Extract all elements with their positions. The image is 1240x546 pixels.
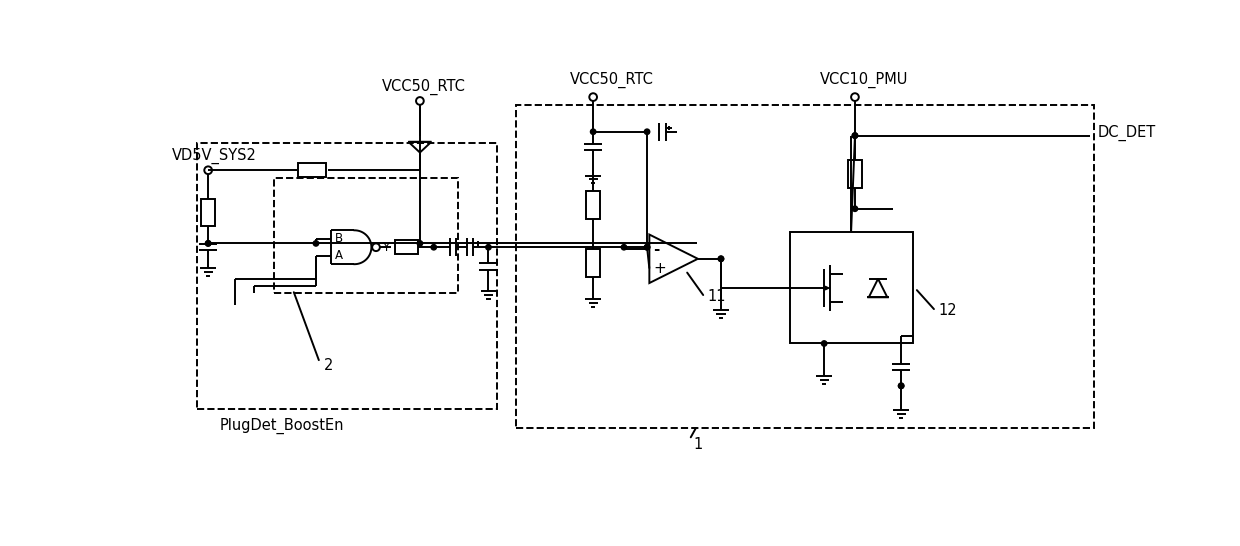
Text: 1: 1 — [693, 437, 703, 452]
Bar — [396, 240, 418, 254]
Text: B: B — [335, 232, 342, 245]
Text: +: + — [653, 261, 666, 276]
Text: 2: 2 — [324, 358, 334, 373]
Bar — [587, 249, 600, 276]
Circle shape — [899, 383, 904, 389]
Text: DC_DET: DC_DET — [1097, 125, 1156, 141]
Circle shape — [852, 133, 858, 138]
Bar — [197, 143, 497, 409]
Circle shape — [821, 341, 827, 346]
Text: VCC50_RTC: VCC50_RTC — [382, 79, 465, 95]
Circle shape — [899, 383, 904, 389]
Circle shape — [206, 241, 211, 246]
Circle shape — [590, 129, 596, 134]
Circle shape — [718, 256, 724, 262]
Text: 11: 11 — [707, 289, 725, 304]
Circle shape — [432, 245, 436, 250]
Text: VCC10_PMU: VCC10_PMU — [821, 72, 909, 88]
Circle shape — [645, 245, 650, 250]
Bar — [848, 160, 862, 188]
Text: 12: 12 — [939, 303, 957, 318]
Text: Y: Y — [382, 241, 389, 254]
Text: A: A — [335, 249, 342, 262]
Circle shape — [314, 241, 319, 246]
Circle shape — [417, 241, 423, 246]
Circle shape — [621, 245, 626, 250]
Bar — [299, 163, 326, 177]
Bar — [516, 105, 1094, 428]
Bar — [274, 178, 459, 293]
Text: VCC50_RTC: VCC50_RTC — [570, 72, 653, 88]
Bar — [587, 191, 600, 219]
Circle shape — [486, 245, 491, 250]
Circle shape — [645, 129, 650, 134]
Bar — [201, 199, 215, 227]
Circle shape — [852, 133, 858, 138]
Circle shape — [645, 245, 650, 250]
Circle shape — [718, 256, 724, 262]
Bar — [790, 232, 913, 343]
Circle shape — [206, 241, 211, 246]
Circle shape — [852, 206, 858, 211]
Text: PlugDet_BoostEn: PlugDet_BoostEn — [219, 418, 345, 435]
Text: -: - — [653, 241, 660, 257]
Text: VD5V_SYS2: VD5V_SYS2 — [172, 149, 257, 164]
